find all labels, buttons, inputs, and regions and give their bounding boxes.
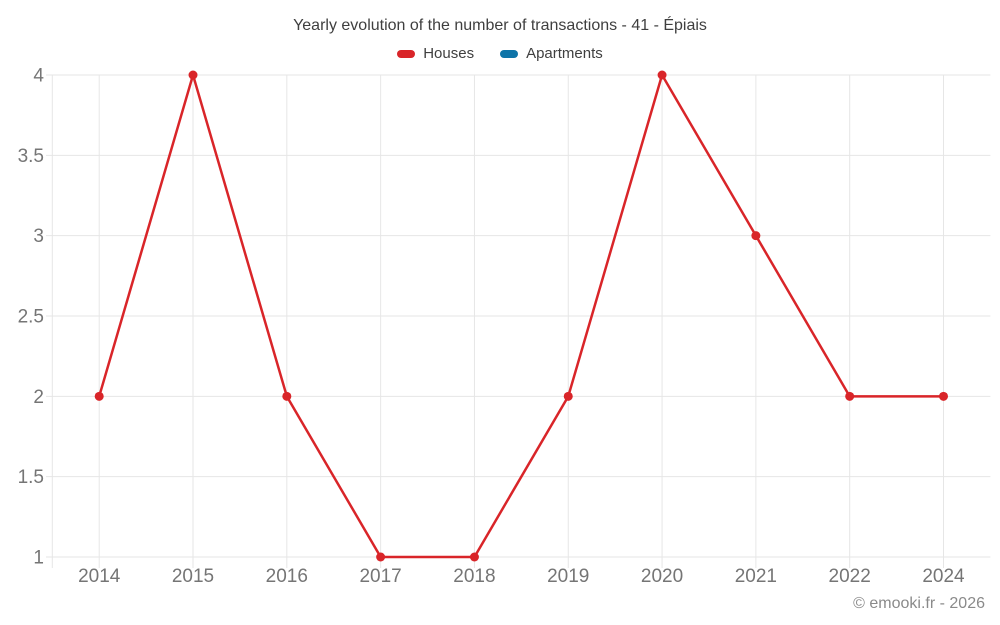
y-axis-tick-label: 4 xyxy=(33,66,44,87)
houses-series-swatch-icon xyxy=(397,49,416,58)
series-line xyxy=(98,73,944,559)
x-axis-tick-label: 2015 xyxy=(172,566,214,587)
legend: Houses Apartments xyxy=(0,45,1000,62)
data-point-marker[interactable] xyxy=(469,552,479,562)
chart-title: Yearly evolution of the number of transa… xyxy=(293,17,707,34)
y-axis-tick-label: 3 xyxy=(33,226,44,247)
x-axis-tick-label: 2022 xyxy=(829,566,871,587)
y-axis-tick-label: 2 xyxy=(33,387,44,408)
data-point-marker[interactable] xyxy=(282,391,292,401)
apartments-series-swatch-icon xyxy=(500,49,519,58)
data-point-marker[interactable] xyxy=(938,391,948,401)
data-point-marker[interactable] xyxy=(94,391,104,401)
x-axis-tick-label: 2019 xyxy=(547,566,589,587)
copyright-note: © emooki.fr - 2026 xyxy=(853,595,985,612)
y-axis-tick-label: 1 xyxy=(33,548,44,569)
x-axis-tick-label: 2024 xyxy=(922,566,965,587)
y-axis-tick-label: 3.5 xyxy=(18,146,44,167)
x-axis-tick-label: 2021 xyxy=(735,566,777,587)
data-point-marker[interactable] xyxy=(845,391,855,401)
legend-label-apartments: Apartments xyxy=(526,45,603,62)
data-point-marker[interactable] xyxy=(376,552,386,562)
data-point-marker[interactable] xyxy=(563,391,573,401)
x-axis-tick-label: 2017 xyxy=(359,566,401,587)
legend-item-houses[interactable]: Houses xyxy=(397,45,474,62)
legend-label-houses: Houses xyxy=(423,45,475,62)
legend-item-apartments[interactable]: Apartments xyxy=(500,45,603,62)
x-axis-tick-label: 2018 xyxy=(453,566,495,587)
data-point-marker[interactable] xyxy=(751,231,761,241)
y-axis-tick-label: 1.5 xyxy=(18,467,44,488)
data-point-marker[interactable] xyxy=(188,70,198,80)
x-axis-tick-label: 2020 xyxy=(641,566,683,587)
x-axis-tick-label: 2014 xyxy=(78,566,121,587)
x-axis-tick-label: 2016 xyxy=(266,566,308,587)
data-point-marker[interactable] xyxy=(657,70,667,80)
y-axis-tick-label: 2.5 xyxy=(18,307,44,328)
